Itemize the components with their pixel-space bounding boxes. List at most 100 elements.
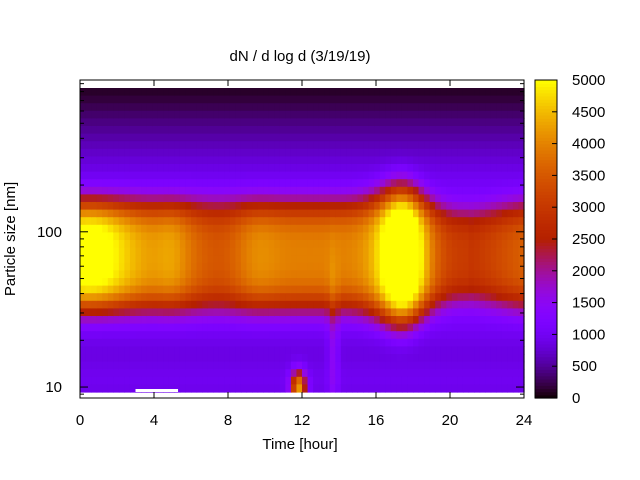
heatmap-cell	[474, 346, 481, 355]
heatmap-cell	[102, 217, 109, 226]
heatmap-cell	[363, 126, 370, 135]
heatmap-cell	[196, 369, 203, 378]
heatmap-cell	[318, 323, 325, 332]
heatmap-cell	[418, 247, 425, 256]
heatmap-cell	[80, 255, 87, 264]
heatmap-cell	[313, 240, 320, 249]
heatmap-cell	[407, 247, 414, 256]
heatmap-cell	[329, 384, 336, 393]
heatmap-cell	[218, 126, 225, 135]
heatmap-cell	[141, 186, 148, 195]
heatmap-cell	[107, 240, 114, 249]
heatmap-cell	[307, 384, 314, 393]
heatmap-cell	[152, 156, 159, 165]
heatmap-cell	[501, 148, 508, 157]
heatmap-cell	[368, 361, 375, 370]
heatmap-cell	[313, 369, 320, 378]
colorbar-swatch	[535, 369, 557, 374]
heatmap-cell	[229, 369, 236, 378]
heatmap-cell	[157, 293, 164, 302]
heatmap-cell	[479, 171, 486, 180]
heatmap-cell	[91, 323, 98, 332]
heatmap-cell	[307, 369, 314, 378]
heatmap-cell	[279, 331, 286, 340]
heatmap-cell	[340, 255, 347, 264]
heatmap-cell	[124, 126, 131, 135]
heatmap-cell	[213, 202, 220, 211]
heatmap-cell	[418, 164, 425, 173]
heatmap-cell	[235, 171, 242, 180]
heatmap-cell	[474, 278, 481, 287]
heatmap-cell	[479, 346, 486, 355]
heatmap-cell	[285, 95, 292, 104]
heatmap-cell	[496, 141, 503, 150]
heatmap-cell	[135, 262, 142, 271]
heatmap-cell	[329, 346, 336, 355]
heatmap-cell	[96, 270, 103, 279]
heatmap-cell	[396, 141, 403, 150]
heatmap-cell	[385, 331, 392, 340]
heatmap-cell	[152, 217, 159, 226]
heatmap-cell	[85, 346, 92, 355]
heatmap-cell	[268, 118, 275, 127]
heatmap-cell	[91, 95, 98, 104]
heatmap-cell	[390, 331, 397, 340]
heatmap-cell	[501, 308, 508, 317]
heatmap-cell	[385, 376, 392, 385]
heatmap-cell	[351, 361, 359, 370]
heatmap-cell	[213, 164, 220, 173]
heatmap-cell	[446, 376, 453, 385]
heatmap-cell	[346, 240, 353, 249]
heatmap-cell	[413, 331, 420, 340]
heatmap-cell	[518, 346, 525, 355]
heatmap-cell	[268, 240, 275, 249]
heatmap-cell	[351, 316, 359, 325]
heatmap-cell	[340, 354, 347, 363]
heatmap-cell	[113, 103, 120, 112]
heatmap-cell	[457, 384, 464, 393]
heatmap-cell	[102, 164, 109, 173]
heatmap-cell	[357, 247, 364, 256]
colorbar-swatch	[535, 340, 557, 345]
heatmap-cell	[462, 308, 470, 317]
heatmap-cell	[146, 354, 153, 363]
heatmap-cell	[163, 224, 170, 233]
heatmap-cell	[129, 247, 137, 256]
heatmap-cell	[324, 247, 331, 256]
heatmap-cell	[501, 240, 508, 249]
heatmap-cell	[168, 194, 175, 203]
heatmap-cell	[85, 186, 92, 195]
heatmap-cell	[268, 376, 275, 385]
heatmap-cell	[213, 186, 220, 195]
heatmap-cell	[379, 354, 386, 363]
heatmap-cell	[252, 316, 259, 325]
heatmap-cell	[85, 240, 92, 249]
heatmap-cell	[229, 148, 236, 157]
heatmap-cell	[451, 202, 458, 211]
heatmap-cell	[440, 156, 447, 165]
heatmap-cell	[313, 346, 320, 355]
heatmap-cell	[185, 110, 192, 119]
heatmap-cell	[124, 376, 131, 385]
heatmap-cell	[213, 232, 220, 241]
heatmap-cell	[157, 354, 164, 363]
heatmap-cell	[174, 141, 181, 150]
heatmap-cell	[346, 354, 353, 363]
heatmap-cell	[124, 331, 131, 340]
heatmap-cell	[196, 202, 203, 211]
heatmap-cell	[451, 148, 458, 157]
heatmap-cell	[179, 209, 187, 218]
heatmap-cell	[479, 384, 486, 393]
heatmap-cell	[451, 316, 458, 325]
heatmap-cell	[185, 126, 192, 135]
heatmap-cell	[80, 133, 87, 142]
heatmap-cell	[363, 285, 370, 294]
heatmap-cell	[80, 346, 87, 355]
heatmap-cell	[274, 240, 281, 249]
heatmap-cell	[157, 156, 164, 165]
heatmap-cell	[202, 240, 209, 249]
heatmap-cell	[240, 202, 248, 211]
heatmap-cell	[202, 331, 209, 340]
heatmap-cell	[179, 270, 187, 279]
heatmap-cell	[329, 171, 336, 180]
